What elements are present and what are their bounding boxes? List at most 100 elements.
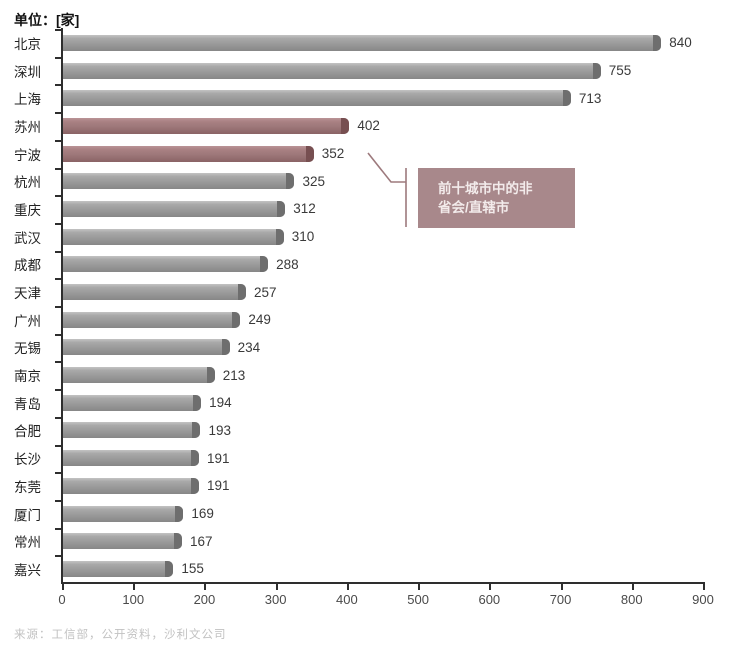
bar-上海 xyxy=(63,90,571,107)
x-axis-tick xyxy=(275,584,278,590)
value-label: 257 xyxy=(254,284,277,300)
category-label: 嘉兴 xyxy=(14,562,41,578)
y-axis-tick xyxy=(55,278,61,281)
x-tick-label: 0 xyxy=(58,592,66,607)
x-tick-label: 100 xyxy=(122,592,145,607)
y-axis-tick xyxy=(55,195,61,198)
bar-end-cap xyxy=(192,422,201,439)
y-axis-tick xyxy=(55,527,61,530)
x-axis-tick xyxy=(489,584,492,590)
bar-row: 169 xyxy=(63,500,704,528)
x-axis-tick xyxy=(346,584,349,590)
y-axis-line xyxy=(61,28,63,584)
category-label: 无锡 xyxy=(14,341,41,357)
category-label: 上海 xyxy=(14,92,41,108)
value-label: 213 xyxy=(222,367,246,383)
category-label: 重庆 xyxy=(14,202,41,218)
bar-南京 xyxy=(63,367,215,384)
annotation-box: 前十城市中的非 省会/直辖市 xyxy=(418,168,575,228)
value-label: 310 xyxy=(291,229,315,245)
value-label: 288 xyxy=(276,256,299,272)
category-label: 苏州 xyxy=(14,119,41,135)
bar-row: 191 xyxy=(63,444,704,472)
bar-无锡 xyxy=(63,339,230,356)
value-label: 402 xyxy=(357,118,380,134)
bar-深圳 xyxy=(63,62,601,79)
bar-end-cap xyxy=(592,62,601,79)
y-axis-tick xyxy=(55,167,61,170)
category-label: 合肥 xyxy=(14,424,41,440)
annotation-line-1: 前十城市中的非 xyxy=(438,181,533,196)
bar-end-cap xyxy=(173,533,182,550)
value-label: 191 xyxy=(207,450,230,466)
y-axis-tick xyxy=(55,472,61,475)
category-label: 广州 xyxy=(14,313,41,329)
category-label: 常州 xyxy=(14,535,41,551)
bar-end-cap xyxy=(191,450,200,467)
bar-row: 249 xyxy=(63,306,704,334)
bar-rows: 840 755 713 402 352 325 312 310 288 257 249 234 213 1… xyxy=(63,29,704,583)
bar-row: 713 xyxy=(63,84,704,112)
x-tick-label: 900 xyxy=(692,592,714,607)
category-label: 成都 xyxy=(14,258,41,274)
y-axis-tick xyxy=(55,416,61,419)
x-tick-label: 800 xyxy=(620,592,643,607)
category-label: 东莞 xyxy=(14,479,41,495)
bar-end-cap xyxy=(206,367,215,384)
bar-row: 288 xyxy=(63,251,704,279)
x-tick-label: 400 xyxy=(336,592,358,607)
bar-青岛 xyxy=(63,394,202,411)
y-axis-tick xyxy=(55,555,61,558)
bar-杭州 xyxy=(63,173,295,190)
bar-row: 167 xyxy=(63,527,704,555)
x-tick-label: 200 xyxy=(193,592,216,607)
x-tick-label: 500 xyxy=(407,592,429,607)
bar-end-cap xyxy=(191,477,200,494)
bar-end-cap xyxy=(562,90,571,107)
bar-row: 310 xyxy=(63,223,704,251)
x-axis-tick xyxy=(560,584,563,590)
value-label: 840 xyxy=(669,35,692,51)
bar-常州 xyxy=(63,533,182,550)
bar-北京 xyxy=(63,34,662,51)
bar-苏州 xyxy=(63,117,350,134)
value-label: 234 xyxy=(237,339,261,355)
bar-row: 755 xyxy=(63,57,704,85)
x-axis-tick xyxy=(703,584,705,590)
value-label: 155 xyxy=(181,561,204,577)
bar-end-cap xyxy=(165,560,174,577)
value-label: 249 xyxy=(248,312,271,328)
value-label: 193 xyxy=(208,422,231,438)
y-axis-tick xyxy=(55,389,61,392)
bar-row: 840 xyxy=(63,29,704,57)
y-axis-tick xyxy=(55,444,61,447)
bar-row: 193 xyxy=(63,417,704,445)
category-label: 青岛 xyxy=(14,396,41,412)
x-axis-tick xyxy=(418,584,421,590)
bar-长沙 xyxy=(63,450,200,467)
y-axis-tick xyxy=(55,361,61,364)
bar-end-cap xyxy=(232,311,241,328)
value-label: 191 xyxy=(207,478,230,494)
category-label: 天津 xyxy=(14,286,41,302)
bar-end-cap xyxy=(193,394,202,411)
bar-end-cap xyxy=(305,145,314,162)
y-axis-tick xyxy=(55,333,61,336)
y-axis-tick xyxy=(55,56,61,59)
source-note: 来源：工信部，公开资料，沙利文公司 xyxy=(14,629,227,641)
bar-广州 xyxy=(63,311,241,328)
bar-成都 xyxy=(63,256,269,273)
value-label: 325 xyxy=(302,173,325,189)
bar-end-cap xyxy=(175,505,184,522)
x-tick-label: 700 xyxy=(549,592,572,607)
bar-合肥 xyxy=(63,422,201,439)
value-label: 713 xyxy=(578,90,602,106)
value-label: 352 xyxy=(321,146,345,162)
chart-title: 单位：[家] xyxy=(14,12,80,28)
bar-武汉 xyxy=(63,228,284,245)
value-label: 755 xyxy=(608,63,632,79)
category-label: 南京 xyxy=(14,369,41,385)
annotation-line-2: 省会/直辖市 xyxy=(438,200,510,215)
bar-row: 194 xyxy=(63,389,704,417)
